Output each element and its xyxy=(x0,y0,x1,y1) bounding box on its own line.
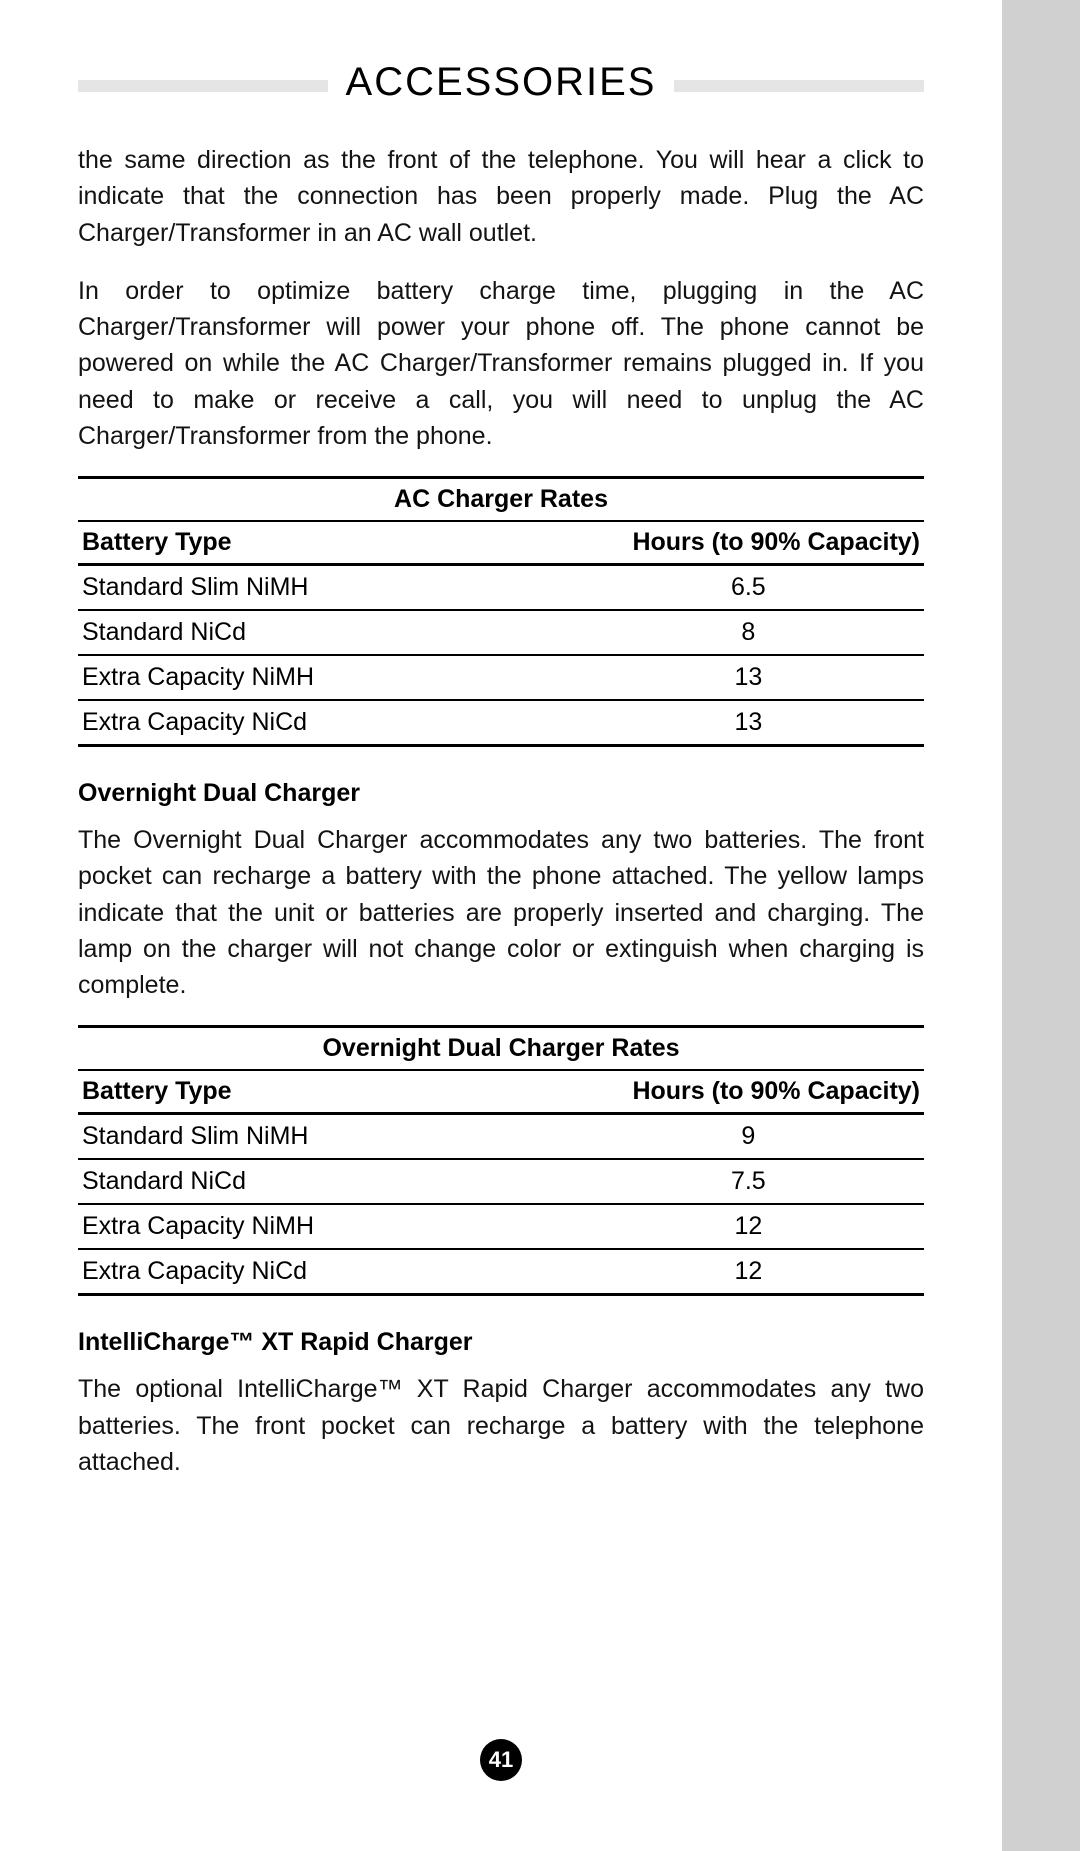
page-title-text: ACCESSORIES xyxy=(328,60,675,104)
intellicharge-heading: IntelliCharge™ XT Rapid Charger xyxy=(78,1328,924,1357)
table1-title: AC Charger Rates xyxy=(78,478,924,522)
table2-col2-header: Hours (to 90% Capacity) xyxy=(569,1070,924,1114)
cell-hours: 13 xyxy=(569,655,924,700)
cell-battery-type: Extra Capacity NiMH xyxy=(78,1204,569,1249)
page-title: ACCESSORIES xyxy=(78,60,924,105)
table2-col1-header: Battery Type xyxy=(78,1070,569,1114)
table-row: Standard NiCd 7.5 xyxy=(78,1159,924,1204)
header-band: ACCESSORIES xyxy=(78,60,924,106)
table-row: Extra Capacity NiCd 12 xyxy=(78,1249,924,1295)
table-row: Standard Slim NiMH 9 xyxy=(78,1114,924,1160)
table2-title: Overnight Dual Charger Rates xyxy=(78,1027,924,1071)
cell-hours: 12 xyxy=(569,1249,924,1295)
cell-hours: 6.5 xyxy=(569,565,924,611)
side-strip xyxy=(1002,0,1080,1851)
paragraph-4: The optional IntelliCharge™ XT Rapid Cha… xyxy=(78,1371,924,1480)
overnight-dual-charger-rates-table: Overnight Dual Charger Rates Battery Typ… xyxy=(78,1025,924,1296)
paragraph-3: The Overnight Dual Charger accommodates … xyxy=(78,822,924,1003)
table-row: Extra Capacity NiCd 13 xyxy=(78,700,924,746)
cell-battery-type: Standard NiCd xyxy=(78,1159,569,1204)
cell-hours: 12 xyxy=(569,1204,924,1249)
table1-col1-header: Battery Type xyxy=(78,521,569,565)
cell-hours: 9 xyxy=(569,1114,924,1160)
cell-hours: 7.5 xyxy=(569,1159,924,1204)
cell-battery-type: Extra Capacity NiCd xyxy=(78,700,569,746)
overnight-dual-charger-heading: Overnight Dual Charger xyxy=(78,779,924,808)
cell-battery-type: Extra Capacity NiCd xyxy=(78,1249,569,1295)
cell-battery-type: Standard NiCd xyxy=(78,610,569,655)
table-row: Standard NiCd 8 xyxy=(78,610,924,655)
manual-page: ACCESSORIES the same direction as the fr… xyxy=(0,0,1002,1851)
paragraph-2: In order to optimize battery charge time… xyxy=(78,273,924,454)
table-row: Extra Capacity NiMH 13 xyxy=(78,655,924,700)
cell-battery-type: Extra Capacity NiMH xyxy=(78,655,569,700)
table-row: Extra Capacity NiMH 12 xyxy=(78,1204,924,1249)
cell-hours: 8 xyxy=(569,610,924,655)
page-number: 41 xyxy=(480,1739,522,1781)
cell-battery-type: Standard Slim NiMH xyxy=(78,565,569,611)
paragraph-1: the same direction as the front of the t… xyxy=(78,142,924,251)
page-number-container: 41 xyxy=(0,1739,1002,1781)
table1-col2-header: Hours (to 90% Capacity) xyxy=(569,521,924,565)
cell-battery-type: Standard Slim NiMH xyxy=(78,1114,569,1160)
ac-charger-rates-table: AC Charger Rates Battery Type Hours (to … xyxy=(78,476,924,747)
cell-hours: 13 xyxy=(569,700,924,746)
table-row: Standard Slim NiMH 6.5 xyxy=(78,565,924,611)
